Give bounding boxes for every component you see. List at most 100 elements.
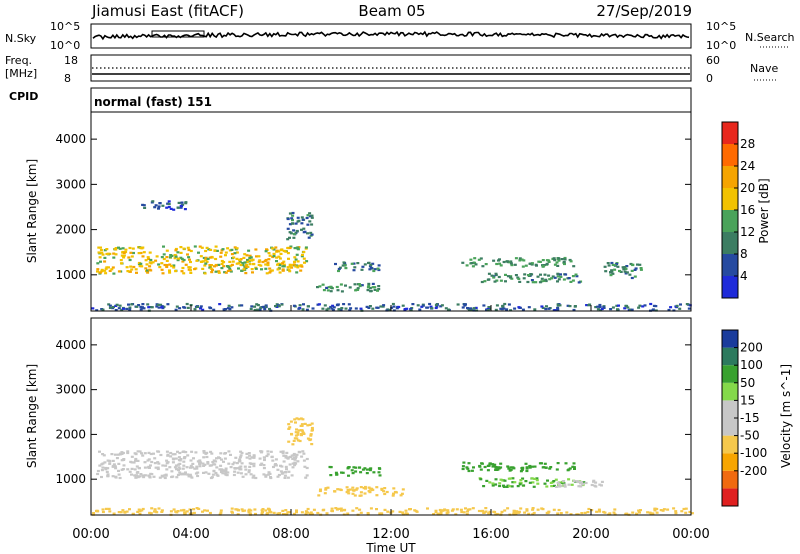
- data-cell: [469, 307, 472, 310]
- data-cell: [525, 467, 529, 470]
- data-cell: [503, 302, 507, 306]
- data-cell: [263, 456, 266, 459]
- data-cell: [516, 276, 520, 279]
- data-cell: [295, 509, 298, 512]
- data-cell: [296, 248, 300, 251]
- data-cell: [354, 470, 358, 473]
- data-cell: [289, 232, 293, 235]
- data-cell: [317, 494, 321, 497]
- data-region: [461, 461, 576, 473]
- data-cell: [509, 275, 513, 278]
- data-cell: [381, 305, 385, 308]
- data-cell: [383, 487, 387, 490]
- data-cell: [107, 303, 111, 306]
- data-cell: [375, 486, 379, 489]
- data-cell: [310, 233, 314, 236]
- data-cell: [160, 268, 164, 271]
- data-cell: [555, 261, 559, 264]
- data-cell: [249, 307, 253, 310]
- data-cell: [299, 417, 303, 420]
- data-cell: [306, 214, 310, 217]
- data-cell: [139, 246, 143, 250]
- data-cell: [213, 249, 217, 252]
- data-cell: [306, 232, 309, 235]
- colorbar-tick-label: -200: [740, 464, 767, 478]
- data-cell: [411, 303, 415, 306]
- data-cell: [502, 260, 506, 264]
- data-cell: [141, 246, 145, 249]
- data-cell: [134, 476, 138, 479]
- data-cell: [684, 511, 688, 514]
- data-cell: [624, 304, 628, 307]
- data-cell: [276, 268, 280, 271]
- data-cell: [474, 263, 478, 266]
- data-cell: [242, 268, 246, 271]
- data-cell: [300, 423, 304, 426]
- data-cell: [478, 464, 482, 468]
- data-cell: [543, 462, 547, 465]
- data-cell: [487, 512, 491, 515]
- colorbar-tick-label: 50: [740, 376, 755, 390]
- data-cell: [583, 511, 587, 514]
- data-cell: [154, 259, 158, 262]
- data-cell: [157, 263, 161, 266]
- data-cell: [495, 262, 499, 266]
- data-cell: [201, 267, 205, 270]
- data-cell: [297, 418, 301, 421]
- data-cell: [268, 254, 272, 257]
- data-cell: [524, 462, 528, 465]
- data-cell: [146, 303, 150, 306]
- data-cell: [199, 305, 203, 308]
- data-cell: [291, 457, 295, 460]
- data-cell: [258, 308, 262, 311]
- data-cell: [557, 485, 561, 488]
- data-cell: [508, 485, 512, 488]
- data-cell: [465, 264, 469, 267]
- data-cell: [127, 303, 130, 306]
- data-cell: [218, 303, 222, 306]
- power-plot-frame: [90, 111, 692, 312]
- data-cell: [405, 512, 409, 515]
- data-cell: [291, 443, 295, 446]
- data-cell: [180, 201, 184, 204]
- data-cell: [382, 490, 386, 493]
- data-cell: [368, 265, 372, 268]
- data-cell: [464, 507, 467, 510]
- data-cell: [149, 464, 152, 467]
- data-cell: [549, 466, 553, 469]
- data-cell: [499, 264, 503, 267]
- data-cell: [688, 304, 692, 307]
- data-cell: [432, 513, 436, 516]
- data-cell: [305, 457, 309, 461]
- data-cell: [149, 269, 153, 272]
- data-cell: [96, 270, 99, 273]
- data-cell: [269, 476, 273, 480]
- data-cell: [97, 251, 101, 254]
- data-cell: [175, 305, 179, 308]
- time-tick-label: 12:00: [372, 527, 409, 542]
- data-cell: [398, 510, 402, 513]
- data-cell: [369, 507, 373, 510]
- data-cell: [137, 304, 141, 307]
- data-cell: [205, 451, 209, 454]
- data-cell: [434, 303, 438, 306]
- data-cell: [238, 458, 242, 461]
- data-cell: [103, 461, 107, 464]
- data-cell: [274, 463, 278, 466]
- data-cell: [111, 266, 115, 269]
- data-cell: [310, 513, 314, 516]
- data-cell: [281, 509, 285, 512]
- data-cell: [220, 262, 224, 265]
- data-cell: [99, 260, 102, 263]
- data-cell: [219, 251, 223, 254]
- data-cell: [512, 511, 516, 514]
- data-cell: [577, 485, 581, 488]
- data-cell: [294, 258, 298, 261]
- data-cell: [634, 267, 638, 270]
- beam-title: Beam 05: [358, 2, 425, 20]
- data-cell: [323, 492, 327, 495]
- data-cell: [123, 510, 127, 514]
- data-cell: [100, 475, 103, 479]
- data-cell: [623, 266, 627, 269]
- data-cell: [278, 257, 282, 260]
